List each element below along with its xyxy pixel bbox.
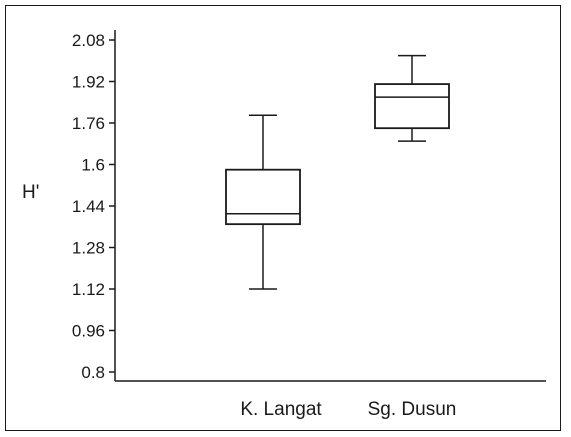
y-tick-label: 0.96 — [72, 322, 105, 341]
y-tick-label: 1.6 — [81, 156, 105, 175]
y-axis-ticks: 2.08 1.92 1.76 1.6 1.44 1.28 1.12 0.96 0.8 — [72, 31, 115, 382]
interquartile-box — [225, 168, 301, 226]
y-axis-label: H' — [22, 182, 39, 203]
boxes — [225, 54, 450, 290]
category-label: Sg. Dusun — [368, 399, 457, 420]
box-2 — [374, 54, 450, 142]
y-tick-label: 1.92 — [72, 73, 105, 92]
category-labels: K. Langat Sg. Dusun — [240, 399, 456, 420]
y-tick-label: 1.12 — [72, 280, 105, 299]
y-tick-label: 1.76 — [72, 114, 105, 133]
y-tick-label: 1.28 — [72, 239, 105, 258]
y-tick-label: 2.08 — [72, 31, 105, 50]
y-tick-label: 0.8 — [81, 363, 105, 382]
category-label: K. Langat — [240, 399, 322, 420]
y-tick-label: 1.44 — [72, 197, 105, 216]
box-1 — [225, 114, 301, 290]
interquartile-box — [374, 83, 450, 130]
